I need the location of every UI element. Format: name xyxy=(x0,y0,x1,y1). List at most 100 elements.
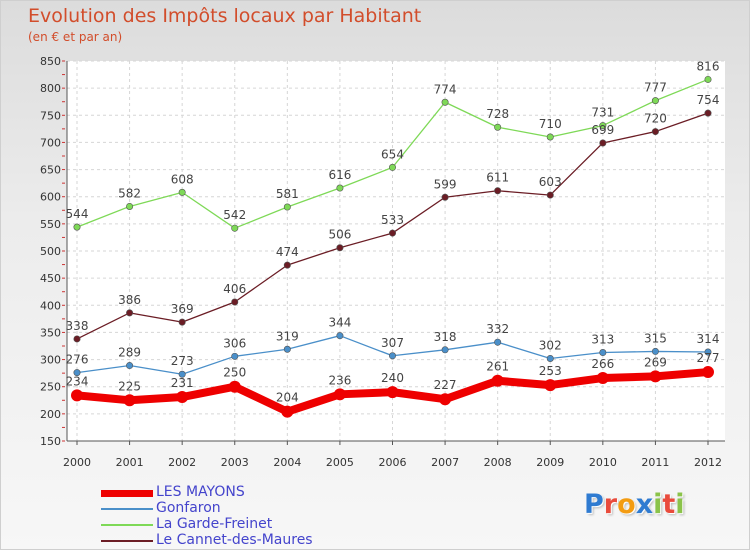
data-label: 474 xyxy=(276,245,299,259)
data-point xyxy=(546,191,554,199)
logo-letter: i xyxy=(675,489,685,520)
y-tick-label: 250 xyxy=(40,381,61,394)
data-label: 319 xyxy=(276,329,299,343)
legend-label: LES MAYONS xyxy=(156,484,245,500)
data-point xyxy=(336,184,344,192)
data-label: 406 xyxy=(223,282,246,296)
x-tick-label: 2009 xyxy=(536,456,564,469)
data-label: 344 xyxy=(328,316,351,330)
data-label: 616 xyxy=(328,168,351,182)
chart-subtitle: (en € et par an) xyxy=(28,30,123,44)
data-point xyxy=(123,394,136,407)
data-point xyxy=(494,338,502,346)
data-label: 581 xyxy=(276,187,299,201)
data-label: 234 xyxy=(66,374,89,388)
y-tick-label: 850 xyxy=(40,55,61,68)
logo-letter: o xyxy=(617,489,636,520)
data-label: 608 xyxy=(171,172,194,186)
data-point xyxy=(651,97,659,105)
data-point xyxy=(333,388,346,401)
x-tick-label: 2003 xyxy=(221,456,249,469)
data-point xyxy=(178,188,186,196)
logo-letter: i xyxy=(653,489,663,520)
data-label: 261 xyxy=(486,360,509,374)
y-tick-label: 650 xyxy=(40,164,61,177)
y-tick-label: 750 xyxy=(40,109,61,122)
y-tick-label: 150 xyxy=(40,435,61,448)
data-label: 204 xyxy=(276,391,299,405)
data-point xyxy=(73,335,81,343)
data-label: 754 xyxy=(697,93,720,107)
x-tick-label: 2000 xyxy=(63,456,91,469)
data-point xyxy=(441,98,449,106)
data-label: 225 xyxy=(118,379,141,393)
data-label: 654 xyxy=(381,147,404,161)
y-tick-label: 300 xyxy=(40,354,61,367)
x-tick-label: 2006 xyxy=(379,456,407,469)
data-point xyxy=(388,229,396,237)
data-point xyxy=(599,122,607,130)
data-point xyxy=(283,203,291,211)
data-point xyxy=(126,362,134,370)
data-label: 720 xyxy=(644,112,667,126)
data-point xyxy=(441,193,449,201)
data-point xyxy=(388,163,396,171)
data-point xyxy=(73,369,81,377)
data-label: 306 xyxy=(223,336,246,350)
data-label: 611 xyxy=(486,171,509,185)
x-tick-label: 2012 xyxy=(694,456,722,469)
logo-letter: r xyxy=(603,489,618,520)
data-label: 276 xyxy=(66,353,89,367)
x-tick-label: 2005 xyxy=(326,456,354,469)
data-point xyxy=(599,349,607,357)
y-tick-label: 550 xyxy=(40,218,61,231)
data-label: 302 xyxy=(539,338,562,352)
legend-label: Gonfaron xyxy=(156,500,221,516)
logo-letter: x xyxy=(635,489,654,520)
y-tick-label: 800 xyxy=(40,82,61,95)
data-point xyxy=(231,298,239,306)
data-label: 240 xyxy=(381,371,404,385)
data-point xyxy=(491,374,504,387)
data-label: 544 xyxy=(66,207,89,221)
logo-letter: t xyxy=(662,489,676,520)
data-label: 269 xyxy=(644,355,667,369)
data-point xyxy=(178,318,186,326)
data-label: 236 xyxy=(328,373,351,387)
x-tick-label: 2010 xyxy=(589,456,617,469)
data-point xyxy=(596,372,609,385)
data-label: 338 xyxy=(66,319,89,333)
data-point xyxy=(439,393,452,406)
data-point xyxy=(178,370,186,378)
data-point xyxy=(546,354,554,362)
data-label: 699 xyxy=(591,123,614,137)
data-point xyxy=(441,346,449,354)
data-point xyxy=(702,366,714,379)
data-label: 266 xyxy=(591,357,614,371)
logo-letter: P xyxy=(584,489,604,520)
data-label: 731 xyxy=(591,106,614,120)
data-point xyxy=(704,75,712,83)
data-point xyxy=(704,348,712,356)
data-label: 777 xyxy=(644,81,667,95)
data-label: 273 xyxy=(171,354,194,368)
data-label: 307 xyxy=(381,336,404,350)
data-point xyxy=(494,123,502,131)
data-point xyxy=(494,187,502,195)
y-tick-label: 200 xyxy=(40,408,61,421)
data-point xyxy=(126,202,134,210)
data-point xyxy=(231,224,239,232)
proxiti-logo: Proxiti xyxy=(584,489,685,520)
data-label: 710 xyxy=(539,117,562,131)
data-point xyxy=(231,352,239,360)
data-label: 816 xyxy=(697,59,720,73)
data-point xyxy=(71,389,83,402)
x-tick-label: 2004 xyxy=(273,456,301,469)
data-point xyxy=(336,332,344,340)
data-label: 599 xyxy=(434,177,457,191)
data-point xyxy=(228,380,241,393)
data-point xyxy=(544,379,557,392)
data-label: 289 xyxy=(118,346,141,360)
x-tick-label: 2007 xyxy=(431,456,459,469)
